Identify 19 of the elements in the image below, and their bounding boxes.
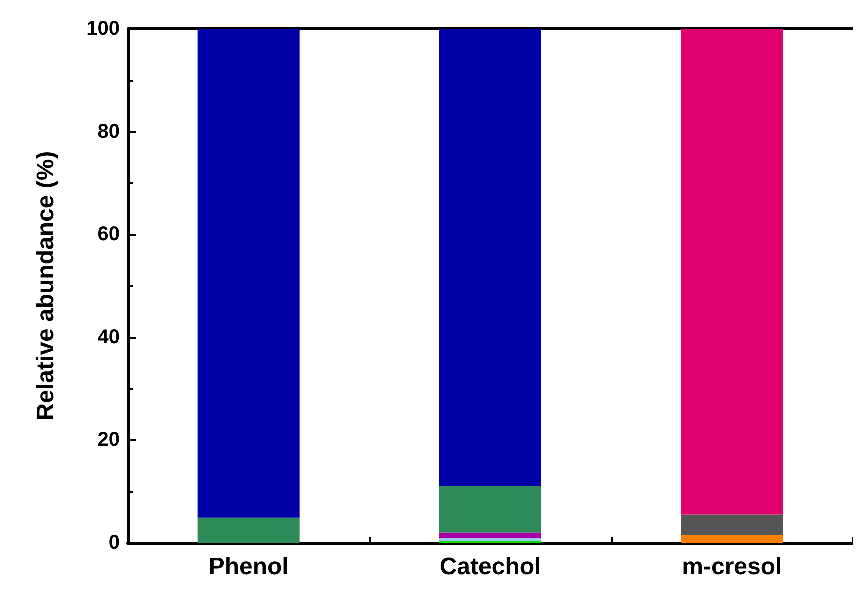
bar [198,518,300,543]
bar [440,486,542,533]
y-tick-label: 100 [86,18,120,40]
y-tick-label: 80 [98,120,120,143]
y-tick-label: 40 [98,326,120,348]
x-tick-label: m-cresol [682,554,782,580]
y-tick-label: 20 [98,429,120,452]
x-tick-label: Catechol [440,554,542,580]
bar [681,514,784,536]
y-axis-title: Relative abundance (%) [32,151,60,421]
bar [198,29,300,518]
bar [440,532,542,538]
x-tick-label: Phenol [208,554,289,580]
bar [440,29,542,486]
bar [681,535,784,543]
bar [440,538,542,542]
y-tick-label: 60 [98,224,120,246]
bar [681,29,784,515]
y-tick-label: 0 [108,532,120,554]
